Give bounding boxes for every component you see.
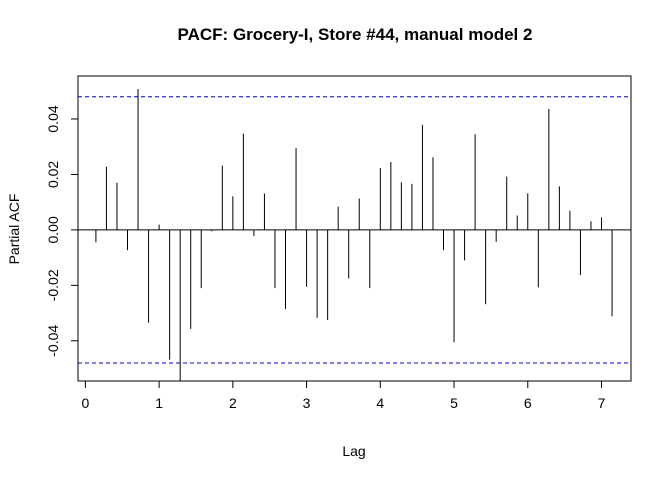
y-tick-label: -0.02 <box>45 269 61 301</box>
pacf-bars <box>95 89 613 381</box>
x-tick-label: 7 <box>598 395 606 411</box>
x-tick-label: 3 <box>303 395 311 411</box>
x-axis: 0 1 2 3 4 5 6 7 <box>81 380 606 411</box>
plot-frame <box>77 75 632 382</box>
chart-title: PACF: Grocery-I, Store #44, manual model… <box>178 25 533 44</box>
x-tick-label: 6 <box>524 395 532 411</box>
y-tick-label: -0.04 <box>45 325 61 357</box>
x-tick-label: 5 <box>450 395 458 411</box>
x-axis-label: Lag <box>342 443 365 459</box>
x-tick-label: 4 <box>376 395 384 411</box>
x-tick-label: 0 <box>81 395 89 411</box>
y-tick-label: 0.04 <box>45 105 61 132</box>
y-axis: -0.04 -0.02 0.00 0.02 0.04 <box>45 105 79 357</box>
confidence-bounds <box>78 96 631 364</box>
y-tick-label: 0.02 <box>45 161 61 188</box>
x-tick-label: 2 <box>229 395 237 411</box>
y-axis-label: Partial ACF <box>6 194 22 265</box>
y-tick-label: 0.00 <box>45 216 61 243</box>
x-tick-label: 1 <box>155 395 163 411</box>
